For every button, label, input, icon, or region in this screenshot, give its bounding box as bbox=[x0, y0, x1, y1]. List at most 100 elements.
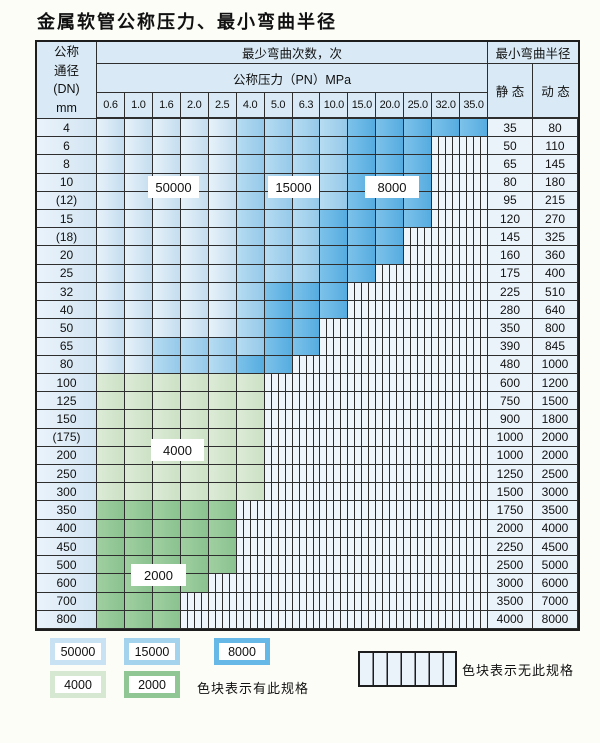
cell-static: 750 bbox=[488, 392, 533, 411]
cell-static: 80 bbox=[488, 173, 533, 192]
cell-zone-8000 bbox=[376, 246, 405, 265]
cell-zone-4000 bbox=[152, 465, 181, 484]
header-bend-cycles: 最少弯曲次数，次 bbox=[97, 42, 488, 64]
cell-zone-15000 bbox=[320, 191, 349, 211]
cell-zone-none bbox=[320, 501, 349, 520]
header-dn-line: mm bbox=[56, 100, 77, 115]
cell-zone-none bbox=[208, 592, 237, 611]
cell-zone-none bbox=[404, 337, 433, 356]
cell-zone-none bbox=[376, 392, 405, 411]
cell-zone-none bbox=[264, 519, 293, 538]
cell-static: 480 bbox=[488, 355, 533, 374]
cell-zone-none bbox=[320, 465, 349, 484]
cell-zone-50000 bbox=[152, 264, 181, 283]
cell-zone-8000 bbox=[404, 119, 433, 138]
cell-zone-none bbox=[432, 610, 461, 629]
cell-dn-20: 20 bbox=[37, 246, 97, 265]
cell-zone-15000 bbox=[292, 246, 321, 265]
cell-zone-50000 bbox=[208, 155, 237, 174]
cell-zone-none bbox=[264, 465, 293, 484]
cell-zone-none bbox=[404, 228, 433, 247]
cell-zone-none bbox=[292, 610, 321, 629]
cell-zone-none bbox=[432, 337, 461, 356]
cell-zone-8000 bbox=[264, 301, 293, 320]
cell-zone-8000 bbox=[320, 282, 349, 302]
cell-static: 225 bbox=[488, 282, 533, 302]
header-pressure-32.0: 32.0 bbox=[432, 93, 461, 119]
cell-zone-15000 bbox=[264, 264, 293, 283]
cell-zone-none bbox=[460, 173, 488, 192]
cell-zone-4000 bbox=[124, 465, 153, 484]
cell-dn-8: 8 bbox=[37, 155, 97, 174]
cell-zone-none bbox=[208, 610, 237, 629]
cell-zone-4000 bbox=[97, 373, 125, 393]
cell-zone-50000 bbox=[208, 246, 237, 265]
cell-zone-50000 bbox=[97, 301, 125, 320]
cell-zone-none bbox=[376, 301, 405, 320]
cell-zone-none bbox=[264, 446, 293, 466]
legend-swatch-4000: 4000 bbox=[50, 671, 106, 698]
header-pressure-1.0: 1.0 bbox=[124, 93, 153, 119]
cell-zone-8000 bbox=[292, 319, 321, 338]
cell-dynamic: 4500 bbox=[533, 537, 578, 557]
cell-zone-4000 bbox=[152, 483, 181, 502]
cell-zone-2000 bbox=[124, 519, 153, 538]
cell-static: 50 bbox=[488, 137, 533, 156]
cell-zone-8000 bbox=[376, 210, 405, 229]
cell-zone-4000 bbox=[236, 465, 265, 484]
cell-zone-4000 bbox=[124, 446, 153, 466]
cell-zone-none bbox=[292, 355, 321, 374]
cell-zone-none bbox=[404, 264, 433, 283]
cell-zone-none bbox=[460, 610, 488, 629]
cell-static: 280 bbox=[488, 301, 533, 320]
cell-zone-none bbox=[376, 282, 405, 302]
cell-zone-8000 bbox=[292, 282, 321, 302]
cell-zone-none bbox=[292, 537, 321, 557]
zone-label-15000: 15000 bbox=[268, 176, 319, 198]
cell-zone-50000 bbox=[208, 301, 237, 320]
cell-zone-8000 bbox=[348, 228, 377, 247]
cell-dn-450: 450 bbox=[37, 537, 97, 557]
cell-zone-none bbox=[348, 410, 377, 429]
cell-zone-none bbox=[432, 537, 461, 557]
cell-dn-(18): (18) bbox=[37, 228, 97, 247]
cell-zone-none bbox=[432, 355, 461, 374]
cell-zone-none bbox=[404, 501, 433, 520]
cell-zone-4000 bbox=[124, 428, 153, 447]
cell-zone-4000 bbox=[236, 446, 265, 466]
cell-dynamic: 110 bbox=[533, 137, 578, 156]
cell-zone-none bbox=[320, 319, 349, 338]
cell-dn-600: 600 bbox=[37, 574, 97, 593]
cell-static: 600 bbox=[488, 373, 533, 393]
header-pressure-0.6: 0.6 bbox=[97, 93, 125, 119]
cell-zone-2000 bbox=[180, 537, 209, 557]
cell-zone-50000 bbox=[152, 301, 181, 320]
cell-static: 2000 bbox=[488, 519, 533, 538]
legend-swatch-50000: 50000 bbox=[50, 638, 106, 665]
cell-zone-none bbox=[460, 246, 488, 265]
cell-zone-4000 bbox=[236, 373, 265, 393]
cell-zone-none bbox=[460, 282, 488, 302]
cell-static: 390 bbox=[488, 337, 533, 356]
cell-zone-none bbox=[320, 428, 349, 447]
cell-zone-none bbox=[348, 519, 377, 538]
cell-zone-50000 bbox=[124, 119, 153, 138]
cell-zone-2000 bbox=[180, 556, 209, 575]
cell-zone-50000 bbox=[152, 210, 181, 229]
cell-zone-8000 bbox=[320, 301, 349, 320]
cell-zone-50000 bbox=[97, 119, 125, 138]
header-dn: 公称 通径 (DN) mm bbox=[37, 42, 97, 119]
cell-zone-50000 bbox=[208, 282, 237, 302]
cell-zone-none bbox=[348, 501, 377, 520]
header-static: 静 态 bbox=[488, 64, 533, 119]
cell-zone-none bbox=[292, 465, 321, 484]
cell-zone-50000 bbox=[208, 119, 237, 138]
cell-zone-none bbox=[404, 537, 433, 557]
cell-zone-50000 bbox=[97, 282, 125, 302]
cell-zone-2000 bbox=[124, 537, 153, 557]
cell-zone-15000 bbox=[292, 264, 321, 283]
cell-static: 2500 bbox=[488, 556, 533, 575]
cell-zone-none bbox=[348, 556, 377, 575]
cell-zone-15000 bbox=[292, 155, 321, 174]
header-dn-line: (DN) bbox=[53, 82, 80, 96]
